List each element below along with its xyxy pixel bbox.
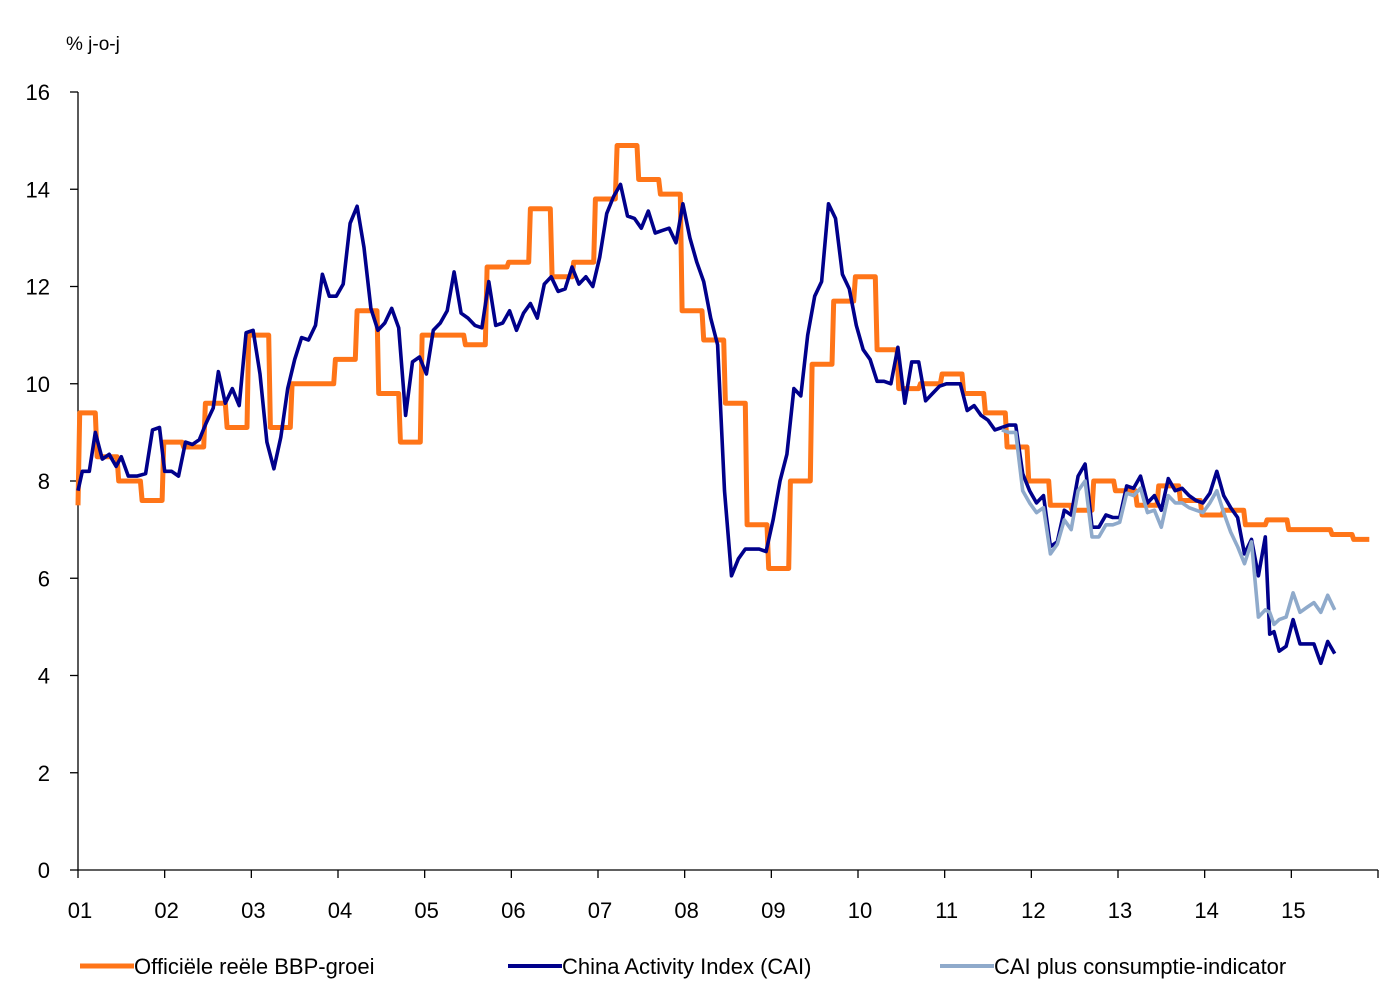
y-tick-label: 8 xyxy=(38,469,50,494)
x-tick-label: 13 xyxy=(1108,898,1132,923)
y-tick-label: 0 xyxy=(38,858,50,883)
y-tick-label: 14 xyxy=(26,177,50,202)
x-tick-label: 14 xyxy=(1194,898,1218,923)
y-tick-label: 2 xyxy=(38,761,50,786)
x-tick-label: 15 xyxy=(1281,898,1305,923)
x-tick-label: 10 xyxy=(848,898,872,923)
x-tick-label: 12 xyxy=(1021,898,1045,923)
series-line-2 xyxy=(76,182,1337,666)
y-tick-label: 16 xyxy=(26,80,50,105)
x-tick-label: 09 xyxy=(761,898,785,923)
y-unit-label: % j-o-j xyxy=(66,34,120,55)
legend: Officiële reële BBP-groei China Activity … xyxy=(80,954,1286,979)
series-line-1 xyxy=(75,143,1370,571)
x-tick-label: 07 xyxy=(588,898,612,923)
series-line-3 xyxy=(1001,428,1337,627)
x-tick-label: 01 xyxy=(68,898,92,923)
x-tick-label: 08 xyxy=(674,898,698,923)
x-tick-label: 06 xyxy=(501,898,525,923)
y-tick-label: 4 xyxy=(38,664,50,689)
x-tick-label: 02 xyxy=(154,898,178,923)
x-tick-label: 04 xyxy=(328,898,352,923)
x-tick-label: 03 xyxy=(241,898,265,923)
y-tick-label: 6 xyxy=(38,566,50,591)
x-tick-label: 05 xyxy=(414,898,438,923)
legend-label-1: Officiële reële BBP-groei xyxy=(134,954,375,979)
legend-label-3: CAI plus consumptie-indicator xyxy=(994,954,1286,979)
legend-label-2: China Activity Index (CAI) xyxy=(562,954,811,979)
y-tick-label: 12 xyxy=(26,275,50,300)
y-tick-label: 10 xyxy=(26,372,50,397)
x-tick-label: 11 xyxy=(935,898,958,923)
